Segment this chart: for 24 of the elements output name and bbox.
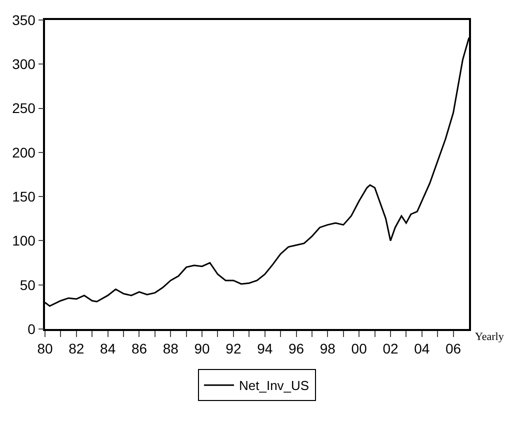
y-tick-label: 200 [12, 144, 36, 160]
x-tick-label: 86 [131, 340, 148, 357]
y-tick-label: 300 [12, 56, 36, 72]
x-tick-label: 88 [162, 340, 179, 357]
x-tick-label: 06 [446, 340, 462, 357]
legend-label: Net_Inv_US [239, 378, 310, 394]
y-tick-label: 50 [20, 276, 36, 293]
x-tick-label: 94 [257, 340, 273, 357]
x-tick-label: 02 [382, 340, 398, 357]
y-tick-label: 150 [12, 188, 36, 204]
y-tick-label: 0 [28, 320, 36, 337]
x-tick-label: 92 [226, 340, 242, 357]
x-tick-label: 84 [100, 340, 116, 357]
x-tick-label: 90 [194, 340, 210, 357]
y-tick-label: 100 [12, 232, 36, 249]
x-tick-label: 00 [351, 340, 368, 357]
x-axis-title: Yearly [475, 331, 504, 343]
x-tick-label: 82 [68, 340, 84, 357]
x-tick-label: 96 [288, 340, 304, 357]
x-tick-label: 98 [320, 340, 336, 357]
x-tick-label: 04 [414, 340, 430, 357]
y-tick-label: 350 [12, 12, 36, 28]
x-tick-label: 80 [37, 340, 53, 357]
y-tick-label: 250 [12, 100, 36, 116]
